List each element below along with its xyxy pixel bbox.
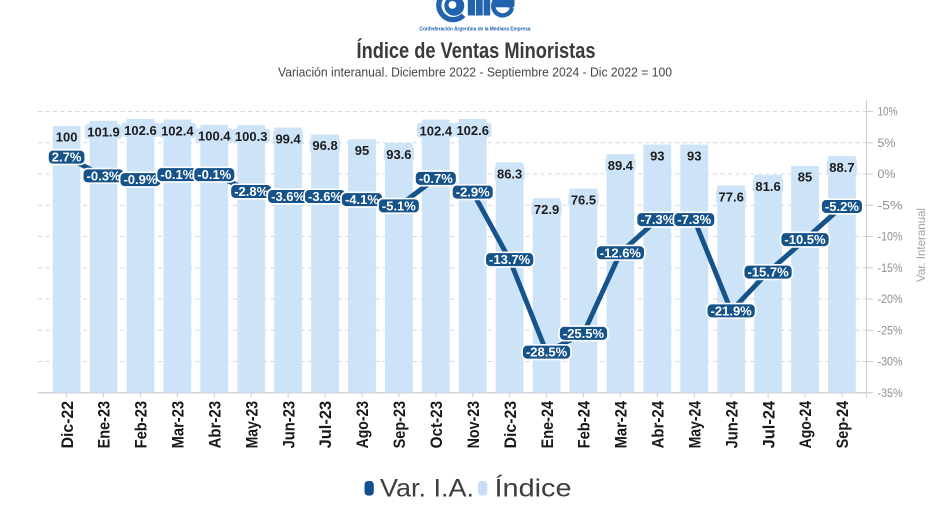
svg-text:-35%: -35% bbox=[878, 388, 903, 400]
svg-text:Abr-23: Abr-23 bbox=[205, 401, 224, 449]
svg-text:-0.1%: -0.1% bbox=[160, 167, 194, 182]
svg-text:-30%: -30% bbox=[878, 357, 903, 369]
svg-text:-20%: -20% bbox=[878, 294, 903, 306]
svg-text:89.4: 89.4 bbox=[608, 158, 634, 173]
svg-text:-15%: -15% bbox=[878, 263, 903, 275]
svg-text:76.5: 76.5 bbox=[571, 192, 596, 207]
svg-text:Dic-22: Dic-22 bbox=[58, 401, 77, 449]
svg-text:102.4: 102.4 bbox=[420, 123, 453, 138]
svg-text:-5.1%: -5.1% bbox=[382, 198, 416, 213]
svg-text:93.6: 93.6 bbox=[386, 147, 411, 162]
svg-text:-0.1%: -0.1% bbox=[197, 167, 231, 182]
svg-text:102.4: 102.4 bbox=[161, 123, 194, 138]
svg-text:81.6: 81.6 bbox=[755, 179, 780, 194]
svg-text:-0.3%: -0.3% bbox=[87, 168, 121, 183]
svg-text:5%: 5% bbox=[878, 138, 896, 150]
svg-text:Sep-24: Sep-24 bbox=[833, 400, 852, 448]
svg-text:Dic-23: Dic-23 bbox=[501, 401, 520, 449]
svg-text:-10%: -10% bbox=[878, 232, 903, 244]
svg-text:-10.5%: -10.5% bbox=[784, 232, 826, 247]
svg-text:-13.7%: -13.7% bbox=[489, 252, 531, 267]
svg-text:-12.6%: -12.6% bbox=[600, 245, 642, 260]
svg-text:-7.3%: -7.3% bbox=[677, 212, 711, 227]
svg-text:May-24: May-24 bbox=[685, 400, 704, 448]
svg-text:0%: 0% bbox=[878, 169, 896, 181]
svg-text:Var. Interanual: Var. Interanual bbox=[914, 208, 928, 282]
svg-text:Índice: Índice bbox=[495, 474, 572, 503]
svg-text:102.6: 102.6 bbox=[456, 123, 489, 138]
svg-text:Mar-23: Mar-23 bbox=[169, 401, 188, 449]
svg-text:Variación interanual. Diciembr: Variación interanual. Diciembre 2022 - S… bbox=[278, 64, 672, 79]
svg-text:-0.7%: -0.7% bbox=[419, 171, 453, 186]
svg-text:99.4: 99.4 bbox=[275, 131, 301, 146]
svg-text:88.7: 88.7 bbox=[829, 160, 854, 175]
svg-text:-2.9%: -2.9% bbox=[456, 185, 490, 200]
svg-text:86.3: 86.3 bbox=[497, 166, 522, 181]
svg-text:102.6: 102.6 bbox=[124, 123, 157, 138]
svg-text:95: 95 bbox=[355, 143, 369, 158]
svg-text:Var. I.A.: Var. I.A. bbox=[380, 475, 474, 503]
svg-text:Feb-23: Feb-23 bbox=[132, 401, 151, 449]
svg-text:Jun-23: Jun-23 bbox=[279, 401, 298, 449]
svg-text:101.9: 101.9 bbox=[87, 125, 120, 140]
svg-text:72.9: 72.9 bbox=[534, 202, 559, 217]
svg-text:Ago-24: Ago-24 bbox=[796, 400, 815, 448]
svg-text:93: 93 bbox=[687, 148, 701, 163]
svg-text:Jun-24: Jun-24 bbox=[722, 400, 741, 448]
svg-text:-2.8%: -2.8% bbox=[234, 184, 268, 199]
svg-text:Ene-24: Ene-24 bbox=[538, 400, 557, 448]
svg-text:-3.6%: -3.6% bbox=[308, 189, 342, 204]
svg-text:93: 93 bbox=[650, 148, 664, 163]
svg-text:Oct-23: Oct-23 bbox=[427, 401, 446, 449]
svg-text:-5.2%: -5.2% bbox=[825, 199, 859, 214]
svg-text:-5%: -5% bbox=[878, 200, 903, 212]
svg-text:100: 100 bbox=[56, 130, 78, 145]
svg-text:Sep-23: Sep-23 bbox=[390, 401, 409, 449]
svg-text:Ago-23: Ago-23 bbox=[353, 401, 372, 449]
svg-text:77.6: 77.6 bbox=[719, 189, 744, 204]
svg-text:Feb-24: Feb-24 bbox=[575, 400, 594, 448]
svg-text:-25.5%: -25.5% bbox=[563, 326, 605, 341]
svg-text:96.8: 96.8 bbox=[312, 138, 337, 153]
svg-text:May-23: May-23 bbox=[242, 401, 261, 449]
svg-text:-7.3%: -7.3% bbox=[640, 212, 674, 227]
svg-text:Mar-24: Mar-24 bbox=[612, 400, 631, 448]
svg-text:100.3: 100.3 bbox=[235, 129, 268, 144]
svg-text:Nov-23: Nov-23 bbox=[464, 401, 483, 449]
svg-text:85: 85 bbox=[798, 170, 812, 185]
svg-text:Jul-23: Jul-23 bbox=[316, 401, 335, 449]
svg-text:-3.6%: -3.6% bbox=[271, 189, 305, 204]
svg-text:-0.9%: -0.9% bbox=[123, 172, 157, 187]
svg-text:2.7%: 2.7% bbox=[52, 150, 82, 165]
svg-text:10%: 10% bbox=[878, 107, 898, 119]
svg-text:Jul-24: Jul-24 bbox=[759, 400, 778, 448]
svg-text:-25%: -25% bbox=[878, 325, 903, 337]
svg-text:-28.5%: -28.5% bbox=[526, 345, 568, 360]
svg-text:100.4: 100.4 bbox=[198, 129, 231, 144]
svg-text:Índice de Ventas Minoristas: Índice de Ventas Minoristas bbox=[357, 38, 596, 63]
svg-text:Confederación Argentina de la: Confederación Argentina de la Mediana Em… bbox=[420, 27, 532, 33]
svg-text:Ene-23: Ene-23 bbox=[95, 401, 114, 449]
svg-text:-4.1%: -4.1% bbox=[345, 192, 379, 207]
svg-text:Abr-24: Abr-24 bbox=[649, 400, 668, 448]
svg-text:-21.9%: -21.9% bbox=[711, 303, 753, 318]
svg-text:-15.7%: -15.7% bbox=[747, 265, 789, 280]
